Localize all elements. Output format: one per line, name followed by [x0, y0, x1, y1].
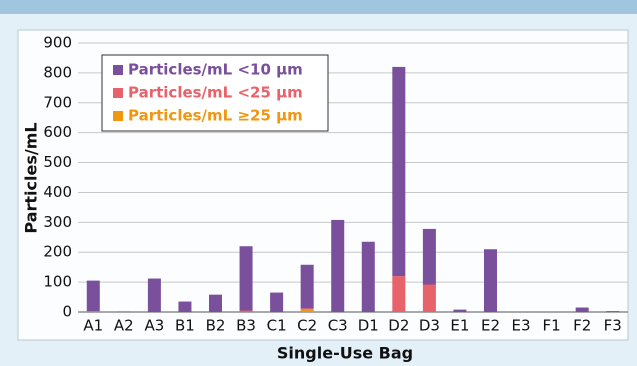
bar-segment: [575, 307, 589, 312]
legend-label: Particles/mL ≥25 µm: [128, 107, 303, 125]
y-tick-label: 900: [43, 34, 72, 52]
x-tick-label: C2: [297, 317, 317, 335]
bar-segment: [422, 228, 436, 285]
x-tick-label: D2: [388, 317, 409, 335]
y-tick-label: 400: [43, 183, 72, 201]
bar-segment: [361, 241, 375, 312]
bar-segment: [300, 308, 314, 310]
bar-segment: [239, 246, 253, 311]
y-tick-label: 700: [43, 93, 72, 111]
y-tick-label: 800: [43, 63, 72, 81]
bar-segment: [300, 264, 314, 309]
bar-segment: [392, 276, 406, 312]
bar-segment: [392, 66, 406, 277]
bar-segment: [209, 294, 222, 312]
bar-segment: [453, 309, 467, 312]
legend-swatch: [113, 111, 123, 121]
x-tick-label: A3: [144, 317, 164, 335]
y-tick-label: 100: [43, 273, 72, 291]
bar-segment: [606, 311, 620, 312]
x-tick-label: D3: [419, 317, 440, 335]
legend-swatch: [113, 88, 123, 98]
y-tick-label: 0: [62, 303, 72, 321]
x-tick-label: E2: [481, 317, 500, 335]
x-tick-label: C3: [328, 317, 348, 335]
bar-segment: [147, 278, 161, 312]
bar-segment: [86, 311, 100, 312]
x-tick-label: E3: [512, 317, 531, 335]
x-tick-label: B3: [236, 317, 256, 335]
bar-segment: [270, 292, 284, 312]
legend-box: [101, 54, 329, 132]
bar-segment: [331, 219, 345, 312]
y-tick-label: 200: [43, 243, 72, 261]
y-tick-label: 600: [43, 123, 72, 141]
legend-label: Particles/mL <25 µm: [128, 84, 303, 102]
x-axis-label: Single-Use Bag: [277, 344, 413, 363]
bar-segment: [239, 310, 253, 312]
header-strip: [0, 0, 637, 14]
bar-segment: [484, 249, 497, 312]
x-tick-label: F3: [604, 317, 622, 335]
x-tick-label: D1: [358, 317, 379, 335]
bar-segment: [178, 301, 192, 312]
x-tick-label: F2: [573, 317, 591, 335]
y-tick-label: 300: [43, 213, 72, 231]
legend-swatch: [113, 65, 123, 75]
x-tick-label: F1: [543, 317, 561, 335]
y-tick-label: 500: [43, 153, 72, 171]
x-tick-label: A1: [83, 317, 103, 335]
legend-label: Particles/mL <10 µm: [128, 61, 303, 79]
bar-segment: [86, 280, 100, 312]
x-tick-label: B1: [175, 317, 195, 335]
bar-segment: [117, 311, 131, 312]
bar-segment: [300, 309, 314, 312]
x-tick-label: E1: [450, 317, 469, 335]
x-tick-label: C1: [267, 317, 287, 335]
x-tick-label: A2: [114, 317, 134, 335]
x-tick-label: B2: [206, 317, 226, 335]
bar-segment: [422, 284, 436, 312]
y-axis-label: Particles/mL: [22, 122, 41, 233]
